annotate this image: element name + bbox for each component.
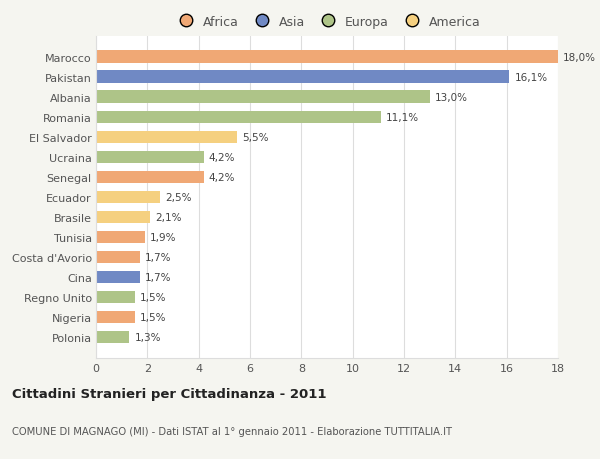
Bar (96, 331, 130, 343)
Bar (96, 91, 430, 104)
Text: 18,0%: 18,0% (563, 52, 596, 62)
Text: 16,1%: 16,1% (514, 73, 547, 83)
Text: 4,2%: 4,2% (209, 152, 235, 162)
Bar (96, 171, 204, 184)
Text: 13,0%: 13,0% (435, 92, 468, 102)
Text: 1,5%: 1,5% (140, 312, 166, 322)
Text: 5,5%: 5,5% (242, 133, 269, 142)
Text: Cittadini Stranieri per Cittadinanza - 2011: Cittadini Stranieri per Cittadinanza - 2… (12, 387, 326, 400)
Text: 1,7%: 1,7% (145, 272, 171, 282)
Bar (96, 251, 140, 263)
Text: 2,5%: 2,5% (166, 192, 192, 202)
Text: 1,9%: 1,9% (150, 232, 176, 242)
Text: 1,3%: 1,3% (134, 332, 161, 342)
Text: 2,1%: 2,1% (155, 213, 182, 222)
Bar (96, 211, 150, 224)
Text: 11,1%: 11,1% (386, 112, 419, 123)
Legend: Africa, Asia, Europa, America: Africa, Asia, Europa, America (168, 11, 486, 34)
Bar (96, 291, 134, 303)
Text: 4,2%: 4,2% (209, 173, 235, 182)
Text: 1,5%: 1,5% (140, 292, 166, 302)
Bar (96, 231, 145, 244)
Bar (96, 111, 381, 123)
Text: 1,7%: 1,7% (145, 252, 171, 262)
Text: COMUNE DI MAGNAGO (MI) - Dati ISTAT al 1° gennaio 2011 - Elaborazione TUTTITALIA: COMUNE DI MAGNAGO (MI) - Dati ISTAT al 1… (12, 426, 452, 436)
Bar (96, 51, 558, 64)
Bar (96, 71, 509, 84)
Bar (96, 271, 140, 284)
Bar (96, 191, 160, 203)
Bar (96, 311, 134, 324)
Bar (96, 151, 204, 163)
Bar (96, 131, 237, 144)
